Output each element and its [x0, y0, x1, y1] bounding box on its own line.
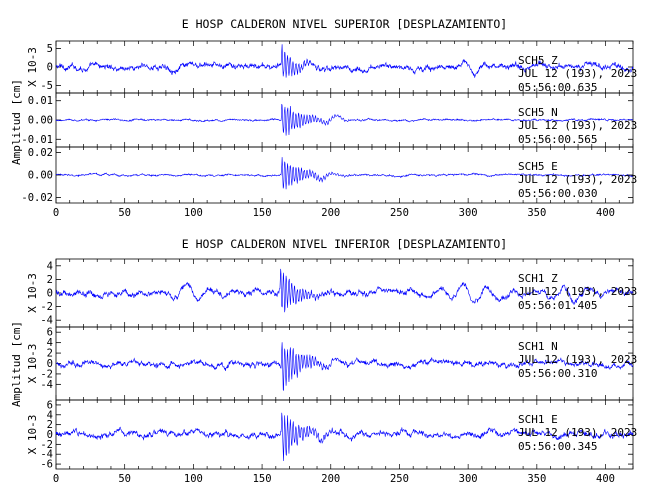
time-label: 05:56:01.405: [518, 299, 597, 312]
channel-label: SCH1 N: [518, 340, 558, 353]
date-label: JUL 12 (193), 2023: [518, 426, 637, 439]
y-tick-label: 4: [47, 409, 53, 421]
y-tick-label: -0.01: [21, 134, 53, 146]
seismic-trace: [55, 157, 634, 190]
x-tick-label: 200: [321, 207, 340, 219]
time-label: 05:56:00.310: [518, 367, 597, 380]
channel-label: SCH5 N: [518, 106, 558, 119]
y-tick-label: -4: [40, 379, 53, 391]
y-tick-label: 0.00: [28, 115, 53, 127]
channel-label: SCH1 Z: [518, 272, 558, 285]
y-tick-label: -4: [40, 315, 53, 327]
y-tick-label: 2: [47, 348, 53, 360]
y-tick-label: -5: [40, 80, 53, 92]
y-tick-label: -4: [40, 449, 53, 461]
x-tick-label: 350: [527, 207, 546, 219]
x-tick-label: 300: [459, 473, 478, 485]
date-label: JUL 12 (193), 2023: [518, 353, 637, 366]
y-tick-label: -2: [40, 301, 53, 313]
time-label: 05:56:00.635: [518, 81, 597, 94]
date-label: JUL 12 (193), 2023: [518, 67, 637, 80]
y-tick-label: 4: [47, 337, 53, 349]
y-tick-label: 0.01: [28, 95, 53, 107]
channel-label: SCH5 E: [518, 160, 558, 173]
x-tick-label: 400: [596, 207, 615, 219]
y-tick-label: 0: [47, 358, 53, 370]
chart-1: E HOSP CALDERON NIVEL INFERIOR [DESPLAZA…: [10, 237, 637, 485]
x-tick-label: 100: [184, 473, 203, 485]
x-tick-label: 150: [253, 473, 272, 485]
x-tick-label: 100: [184, 207, 203, 219]
y-multiplier-label: X 10-3: [26, 47, 39, 87]
x-tick-label: 400: [596, 473, 615, 485]
y-tick-label: 0: [47, 288, 53, 300]
y-multiplier-label: X 10-3: [26, 415, 39, 455]
x-tick-label: 50: [118, 207, 131, 219]
y-tick-label: 0: [47, 62, 53, 74]
x-tick-label: 0: [53, 207, 59, 219]
y-tick-label: 6: [47, 327, 53, 339]
x-tick-label: 250: [390, 473, 409, 485]
chart-0: E HOSP CALDERON NIVEL SUPERIOR [DESPLAZA…: [10, 17, 637, 219]
chart-title: E HOSP CALDERON NIVEL INFERIOR [DESPLAZA…: [182, 237, 507, 251]
y-tick-label: 0.00: [28, 170, 53, 182]
x-tick-label: 250: [390, 207, 409, 219]
y-multiplier-label: X 10-3: [26, 344, 39, 384]
seismic-trace: [55, 342, 634, 391]
channel-label: SCH1 E: [518, 413, 558, 426]
y-tick-label: -2: [40, 368, 53, 380]
y-axis-label: Amplitud [cm]: [10, 79, 23, 165]
y-tick-label: 0.02: [28, 147, 53, 159]
y-tick-label: -2: [40, 439, 53, 451]
y-axis-label: Amplitud [cm]: [10, 321, 23, 407]
x-tick-label: 300: [459, 207, 478, 219]
seismic-trace: [55, 412, 634, 461]
x-tick-label: 150: [253, 207, 272, 219]
y-tick-label: 4: [47, 260, 53, 272]
chart-title: E HOSP CALDERON NIVEL SUPERIOR [DESPLAZA…: [182, 17, 507, 31]
y-tick-label: 2: [47, 274, 53, 286]
x-tick-label: 0: [53, 473, 59, 485]
x-tick-label: 50: [118, 473, 131, 485]
y-tick-label: 2: [47, 419, 53, 431]
y-tick-label: -6: [40, 459, 53, 471]
date-label: JUL 12 (193), 2023: [518, 173, 637, 186]
seismic-trace: [55, 44, 634, 78]
date-label: JUL 12 (193), 2023: [518, 119, 637, 132]
time-label: 05:56:00.345: [518, 440, 597, 453]
seismic-trace: [55, 268, 634, 313]
y-tick-label: 5: [47, 43, 53, 55]
x-tick-label: 200: [321, 473, 340, 485]
y-multiplier-label: X 10-3: [26, 273, 39, 313]
y-tick-label: -0.02: [21, 192, 53, 204]
x-tick-label: 350: [527, 473, 546, 485]
channel-label: SCH5 Z: [518, 54, 558, 67]
y-tick-label: 6: [47, 399, 53, 411]
date-label: JUL 12 (193), 2023: [518, 285, 637, 298]
seismic-trace: [55, 103, 634, 136]
time-label: 05:56:00.030: [518, 187, 597, 200]
time-label: 05:56:00.565: [518, 133, 597, 146]
y-tick-label: 0: [47, 429, 53, 441]
